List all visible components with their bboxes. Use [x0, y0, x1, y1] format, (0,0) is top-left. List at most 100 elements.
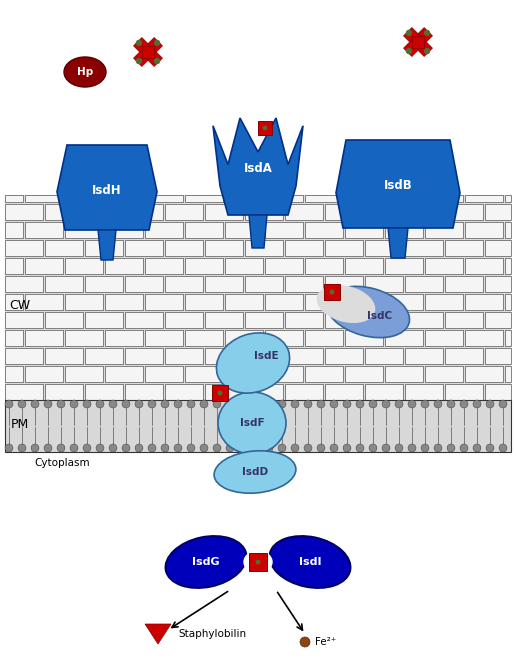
Circle shape — [406, 29, 412, 36]
Circle shape — [434, 444, 442, 452]
Circle shape — [317, 400, 325, 408]
Bar — [145, 366, 183, 382]
Circle shape — [31, 444, 39, 452]
Bar — [225, 294, 263, 310]
Bar — [45, 276, 83, 292]
Bar — [365, 312, 403, 328]
Circle shape — [122, 444, 130, 452]
Bar — [345, 330, 383, 346]
Bar — [185, 330, 223, 346]
Circle shape — [408, 400, 416, 408]
Circle shape — [161, 400, 169, 408]
Bar — [465, 330, 503, 346]
Bar — [305, 195, 343, 202]
Circle shape — [213, 444, 221, 452]
Bar — [25, 366, 63, 382]
Circle shape — [31, 400, 39, 408]
Bar — [265, 195, 303, 202]
Circle shape — [356, 400, 364, 408]
Circle shape — [499, 444, 507, 452]
Polygon shape — [57, 145, 157, 230]
Bar — [5, 384, 43, 400]
Bar — [5, 258, 23, 274]
Bar — [465, 195, 503, 202]
Bar — [405, 312, 443, 328]
Bar — [405, 384, 443, 400]
Bar — [245, 204, 283, 220]
Circle shape — [174, 400, 182, 408]
Bar — [165, 312, 203, 328]
Circle shape — [356, 444, 364, 452]
Circle shape — [447, 444, 455, 452]
Bar — [485, 384, 511, 400]
Circle shape — [424, 48, 430, 54]
Polygon shape — [134, 48, 152, 66]
Circle shape — [154, 58, 160, 64]
Bar — [445, 312, 483, 328]
Bar — [165, 276, 203, 292]
Circle shape — [18, 444, 26, 452]
Bar — [245, 276, 283, 292]
Circle shape — [460, 444, 468, 452]
Circle shape — [499, 400, 507, 408]
Text: IsdH: IsdH — [92, 183, 122, 197]
Bar — [85, 348, 123, 364]
Circle shape — [343, 444, 351, 452]
Circle shape — [291, 400, 299, 408]
Bar — [225, 258, 263, 274]
Bar — [165, 204, 203, 220]
Circle shape — [406, 48, 412, 54]
Circle shape — [135, 444, 143, 452]
Bar — [285, 312, 323, 328]
Polygon shape — [144, 37, 163, 56]
Bar — [165, 240, 203, 256]
Bar — [305, 330, 343, 346]
Bar — [105, 366, 143, 382]
Bar — [365, 348, 403, 364]
Circle shape — [136, 39, 142, 46]
Bar — [185, 195, 223, 202]
Bar — [485, 204, 511, 220]
Circle shape — [83, 444, 91, 452]
Ellipse shape — [244, 551, 272, 573]
Bar — [365, 384, 403, 400]
Text: IsdE: IsdE — [254, 351, 278, 361]
Bar — [505, 330, 511, 346]
Bar — [45, 348, 83, 364]
Bar — [65, 222, 103, 238]
Bar — [505, 258, 511, 274]
Circle shape — [154, 39, 160, 46]
Circle shape — [434, 400, 442, 408]
Circle shape — [213, 400, 221, 408]
Bar — [425, 294, 463, 310]
Bar — [205, 312, 243, 328]
Bar — [445, 384, 483, 400]
Bar — [285, 384, 323, 400]
Bar — [445, 348, 483, 364]
Circle shape — [174, 444, 182, 452]
Polygon shape — [388, 228, 408, 258]
Bar — [105, 222, 143, 238]
Bar — [5, 195, 511, 400]
Circle shape — [252, 444, 260, 452]
Bar — [25, 330, 63, 346]
Circle shape — [226, 400, 234, 408]
Circle shape — [304, 444, 312, 452]
Ellipse shape — [166, 536, 247, 588]
Bar — [5, 240, 43, 256]
Bar — [285, 276, 323, 292]
Bar — [145, 330, 183, 346]
Bar — [145, 258, 183, 274]
Bar — [225, 366, 263, 382]
Bar — [105, 258, 143, 274]
Bar — [5, 294, 23, 310]
Bar — [125, 312, 163, 328]
Bar — [345, 222, 383, 238]
Bar — [505, 195, 511, 202]
Bar — [25, 294, 63, 310]
Bar — [125, 348, 163, 364]
Bar — [385, 222, 423, 238]
Circle shape — [135, 400, 143, 408]
Circle shape — [109, 444, 117, 452]
Circle shape — [473, 444, 481, 452]
